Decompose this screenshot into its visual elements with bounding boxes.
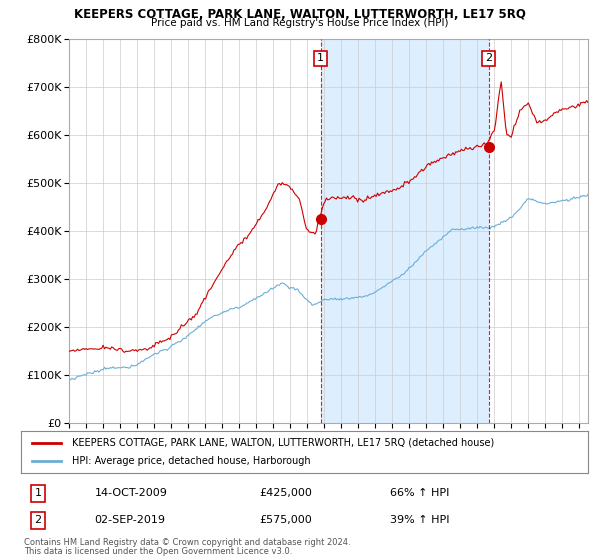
Text: 2: 2 <box>485 53 493 63</box>
Text: 02-SEP-2019: 02-SEP-2019 <box>95 515 166 525</box>
Text: Price paid vs. HM Land Registry's House Price Index (HPI): Price paid vs. HM Land Registry's House … <box>151 18 449 28</box>
Text: 2: 2 <box>34 515 41 525</box>
Text: 1: 1 <box>35 488 41 498</box>
Text: £425,000: £425,000 <box>259 488 312 498</box>
Text: £575,000: £575,000 <box>259 515 312 525</box>
Text: 66% ↑ HPI: 66% ↑ HPI <box>389 488 449 498</box>
Bar <box>320 39 489 423</box>
Text: 1: 1 <box>317 53 324 63</box>
Text: This data is licensed under the Open Government Licence v3.0.: This data is licensed under the Open Gov… <box>24 548 292 557</box>
Text: Contains HM Land Registry data © Crown copyright and database right 2024.: Contains HM Land Registry data © Crown c… <box>24 539 350 548</box>
Text: 39% ↑ HPI: 39% ↑ HPI <box>389 515 449 525</box>
Text: HPI: Average price, detached house, Harborough: HPI: Average price, detached house, Harb… <box>72 456 311 466</box>
Text: KEEPERS COTTAGE, PARK LANE, WALTON, LUTTERWORTH, LE17 5RQ: KEEPERS COTTAGE, PARK LANE, WALTON, LUTT… <box>74 8 526 21</box>
Text: KEEPERS COTTAGE, PARK LANE, WALTON, LUTTERWORTH, LE17 5RQ (detached house): KEEPERS COTTAGE, PARK LANE, WALTON, LUTT… <box>72 438 494 448</box>
Text: 14-OCT-2009: 14-OCT-2009 <box>95 488 167 498</box>
